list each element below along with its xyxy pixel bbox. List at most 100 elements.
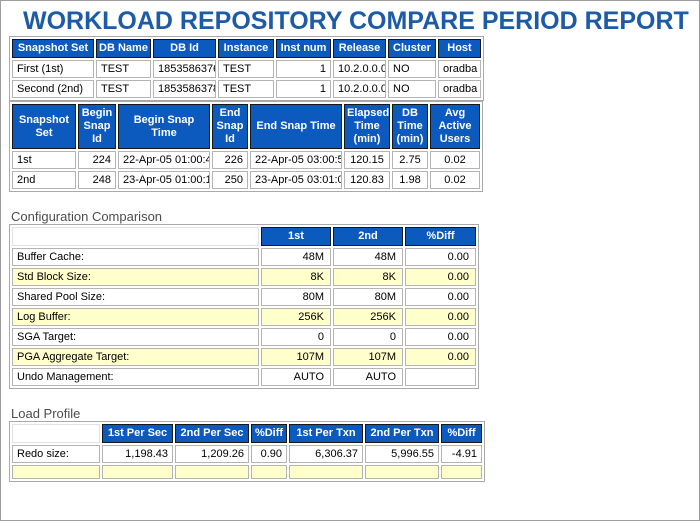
cell: NO	[388, 80, 436, 98]
cell: 0.02	[430, 151, 480, 169]
column-header: DB Name	[96, 39, 151, 58]
cell: AUTO	[333, 368, 403, 386]
cell: -4.91	[441, 445, 482, 463]
table-row: 1st 224 22-Apr-05 01:00:41 226 22-Apr-05…	[12, 151, 480, 169]
column-header: 2nd	[333, 227, 403, 246]
cell: Redo size:	[12, 445, 100, 463]
configuration-comparison-table: 1st 2nd %Diff Buffer Cache: 48M 48M 0.00…	[9, 224, 479, 389]
table-row: Undo Management: AUTO AUTO	[12, 368, 476, 386]
page-title: WORKLOAD REPOSITORY COMPARE PERIOD REPOR…	[23, 7, 689, 35]
cell: 10.2.0.0.0	[333, 60, 386, 78]
cell: 1	[276, 60, 331, 78]
column-header: 1st Per Txn	[289, 424, 363, 443]
cell: 48M	[261, 248, 331, 266]
column-header: 2nd Per Sec	[175, 424, 249, 443]
cell	[365, 465, 439, 479]
table-row: Log Buffer: 256K 256K 0.00	[12, 308, 476, 326]
section-heading-configuration-comparison: Configuration Comparison	[11, 209, 163, 224]
cell: 6,306.37	[289, 445, 363, 463]
cell: SGA Target:	[12, 328, 259, 346]
table-header-row: 1st 2nd %Diff	[12, 227, 476, 246]
cell: 23-Apr-05 01:00:12	[118, 171, 210, 189]
column-header: Instance	[218, 39, 274, 58]
cell: 0.00	[405, 348, 476, 366]
cell: 0.00	[405, 288, 476, 306]
cell: 0.02	[430, 171, 480, 189]
column-header: Snapshot Set	[12, 39, 94, 58]
table-row: 2nd 248 23-Apr-05 01:00:12 250 23-Apr-05…	[12, 171, 480, 189]
column-header: DB Id	[153, 39, 216, 58]
cell: oradba	[438, 80, 481, 98]
cell: AUTO	[261, 368, 331, 386]
cell: TEST	[218, 60, 274, 78]
column-header-blank	[12, 227, 259, 246]
column-header: Inst num	[276, 39, 331, 58]
column-header: Elapsed Time (min)	[344, 104, 390, 149]
cell: oradba	[438, 60, 481, 78]
cell: First (1st)	[12, 60, 94, 78]
table-header-row: 1st Per Sec 2nd Per Sec %Diff 1st Per Tx…	[12, 424, 482, 443]
column-header: End Snap Time	[250, 104, 342, 149]
cell	[289, 465, 363, 479]
column-header: Release	[333, 39, 386, 58]
table-row: Redo size: 1,198.43 1,209.26 0.90 6,306.…	[12, 445, 482, 463]
cell: 10.2.0.0.0	[333, 80, 386, 98]
cell: TEST	[96, 60, 151, 78]
cell: 5,996.55	[365, 445, 439, 463]
table-row: SGA Target: 0 0 0.00	[12, 328, 476, 346]
cell: NO	[388, 60, 436, 78]
cell: 0.00	[405, 308, 476, 326]
cell: Undo Management:	[12, 368, 259, 386]
column-header: 2nd Per Txn	[365, 424, 439, 443]
cell: 8K	[333, 268, 403, 286]
cell: 256K	[333, 308, 403, 326]
column-header: %Diff	[441, 424, 482, 443]
section-heading-load-profile: Load Profile	[11, 406, 81, 421]
table-row: Buffer Cache: 48M 48M 0.00	[12, 248, 476, 266]
cell: 0.00	[405, 248, 476, 266]
cell: Second (2nd)	[12, 80, 94, 98]
cell: 224	[78, 151, 116, 169]
cell: 1.98	[392, 171, 428, 189]
cell: 1,209.26	[175, 445, 249, 463]
table-header-row: Snapshot Set Begin Snap Id Begin Snap Ti…	[12, 104, 480, 149]
cell: Shared Pool Size:	[12, 288, 259, 306]
cell: 80M	[333, 288, 403, 306]
column-header: End Snap Id	[212, 104, 248, 149]
column-header: Avg Active Users	[430, 104, 480, 149]
column-header: %Diff	[405, 227, 476, 246]
cell: 0.00	[405, 328, 476, 346]
cell	[251, 465, 287, 479]
cell: 0	[333, 328, 403, 346]
cell: 120.83	[344, 171, 390, 189]
table-row: Second (2nd) TEST 1853586378 TEST 1 10.2…	[12, 80, 481, 98]
cell: 226	[212, 151, 248, 169]
column-header: Begin Snap Id	[78, 104, 116, 149]
cell: 1,198.43	[102, 445, 173, 463]
cell: 0	[261, 328, 331, 346]
cell: Buffer Cache:	[12, 248, 259, 266]
table-header-row: Snapshot Set DB Name DB Id Instance Inst…	[12, 39, 481, 58]
cell	[405, 368, 476, 386]
cell: 1853586376	[153, 60, 216, 78]
cell: Log Buffer:	[12, 308, 259, 326]
column-header: 1st	[261, 227, 331, 246]
cell: 107M	[261, 348, 331, 366]
cell: 48M	[333, 248, 403, 266]
column-header: Host	[438, 39, 481, 58]
column-header-blank	[12, 424, 100, 443]
cell	[175, 465, 249, 479]
cell: 1	[276, 80, 331, 98]
table-row-partial	[12, 465, 482, 479]
cell: 248	[78, 171, 116, 189]
cell: 0.90	[251, 445, 287, 463]
cell	[441, 465, 482, 479]
table-row: Std Block Size: 8K 8K 0.00	[12, 268, 476, 286]
cell: PGA Aggregate Target:	[12, 348, 259, 366]
table-row: Shared Pool Size: 80M 80M 0.00	[12, 288, 476, 306]
load-profile-table: 1st Per Sec 2nd Per Sec %Diff 1st Per Tx…	[9, 421, 485, 482]
column-header: DB Time (min)	[392, 104, 428, 149]
snapshot-times-table: Snapshot Set Begin Snap Id Begin Snap Ti…	[9, 101, 483, 192]
cell: 2.75	[392, 151, 428, 169]
